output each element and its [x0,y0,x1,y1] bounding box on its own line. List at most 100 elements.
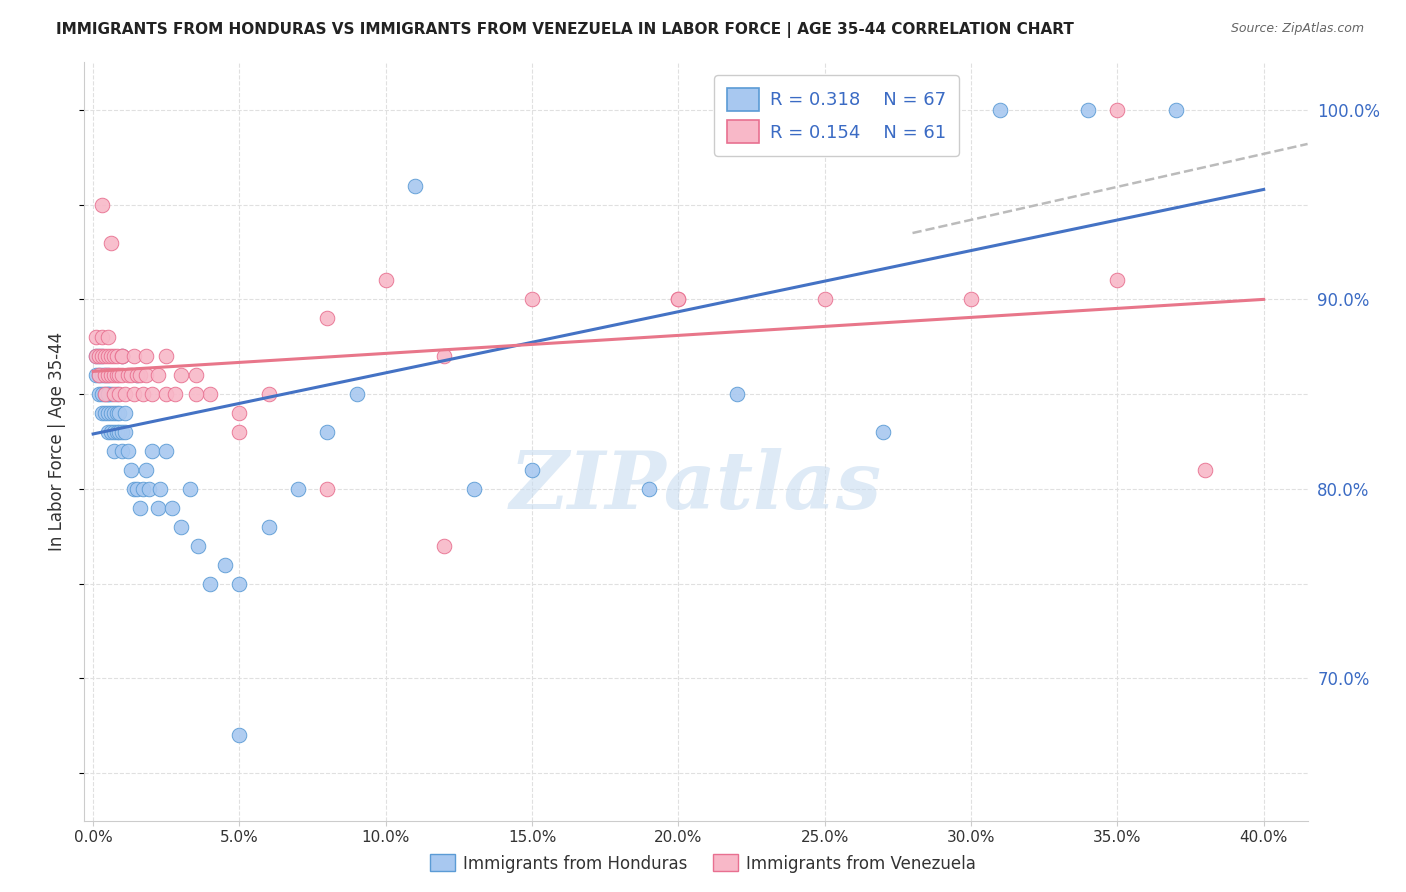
Point [97,387,120,401]
Point [125,482,148,496]
Point [346,387,368,401]
Point [117,368,139,383]
Point [228,406,250,420]
Point [165,387,187,401]
Point [125,368,148,383]
Point [103,387,125,401]
Point [146,500,169,515]
Point [94,368,117,383]
Point [433,539,456,553]
Point [84,368,107,383]
Point [187,539,209,553]
Point [108,387,131,401]
Point [872,425,894,439]
Point [257,387,280,401]
Point [94,406,117,420]
Point [1164,103,1187,117]
Point [87,368,110,383]
Point [111,349,134,363]
Point [287,482,309,496]
Legend: R = 0.318    N = 67, R = 0.154    N = 61: R = 0.318 N = 67, R = 0.154 N = 61 [714,75,959,156]
Point [90,349,112,363]
Point [100,425,122,439]
Point [100,387,122,401]
Point [228,425,250,439]
Point [97,368,120,383]
Point [97,330,120,344]
Point [316,482,339,496]
Point [520,293,543,307]
Point [87,349,110,363]
Point [103,368,125,383]
Point [146,368,169,383]
Point [316,311,339,326]
Point [103,349,125,363]
Point [94,387,117,401]
Point [463,482,485,496]
Point [117,444,139,458]
Point [135,463,157,477]
Point [404,178,426,193]
Point [90,368,112,383]
Point [105,406,128,420]
Point [97,387,120,401]
Point [520,463,543,477]
Point [105,368,128,383]
Point [90,387,112,401]
Point [122,387,145,401]
Point [103,425,125,439]
Point [160,500,183,515]
Point [90,197,112,211]
Point [668,293,690,307]
Point [132,482,155,496]
Point [111,444,134,458]
Point [135,349,157,363]
Point [184,387,207,401]
Point [100,368,122,383]
Point [105,425,128,439]
Point [100,235,122,250]
Point [94,368,117,383]
Point [120,368,142,383]
Text: IMMIGRANTS FROM HONDURAS VS IMMIGRANTS FROM VENEZUELA IN LABOR FORCE | AGE 35-44: IMMIGRANTS FROM HONDURAS VS IMMIGRANTS F… [56,22,1074,38]
Point [122,482,145,496]
Y-axis label: In Labor Force | Age 35-44: In Labor Force | Age 35-44 [48,332,66,551]
Point [141,387,163,401]
Point [122,349,145,363]
Point [87,368,110,383]
Point [155,387,177,401]
Text: Source: ZipAtlas.com: Source: ZipAtlas.com [1230,22,1364,36]
Point [125,368,148,383]
Point [170,368,193,383]
Point [725,387,748,401]
Point [198,576,221,591]
Point [94,387,117,401]
Point [228,576,250,591]
Point [84,349,107,363]
Point [97,349,120,363]
Point [132,387,155,401]
Point [668,293,690,307]
Point [114,406,136,420]
Point [108,368,131,383]
Point [316,425,339,439]
Point [170,520,193,534]
Point [214,558,236,572]
Point [105,387,128,401]
Point [97,368,120,383]
Point [87,387,110,401]
Point [1077,103,1099,117]
Point [90,349,112,363]
Point [114,425,136,439]
Point [111,368,134,383]
Point [111,349,134,363]
Point [155,349,177,363]
Point [138,482,160,496]
Point [120,463,142,477]
Point [257,520,280,534]
Point [141,444,163,458]
Point [135,368,157,383]
Point [90,330,112,344]
Point [184,368,207,383]
Point [114,387,136,401]
